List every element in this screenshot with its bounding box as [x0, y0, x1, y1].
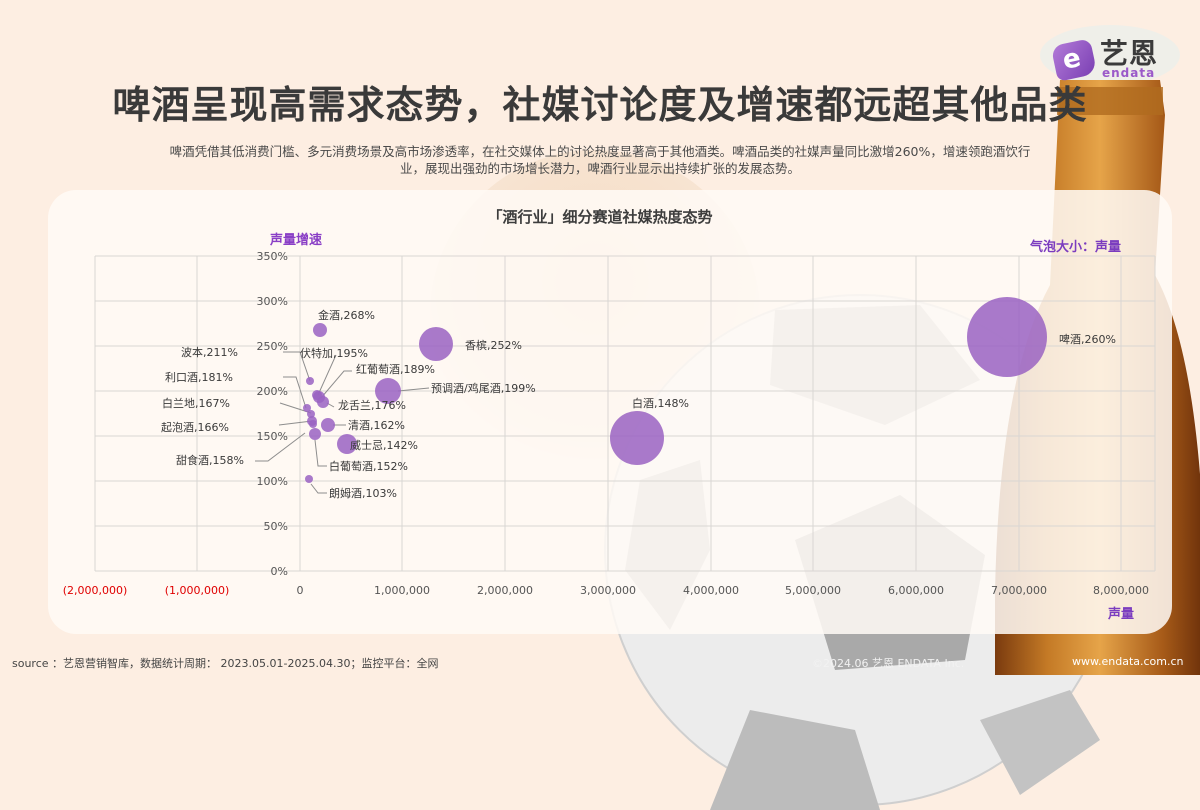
bubble-label: 啤酒,260%: [1059, 332, 1116, 346]
bubble-label: 金酒,268%: [318, 308, 375, 322]
bubble-label: 甜食酒,158%: [176, 453, 244, 467]
chart-title: 「酒行业」细分赛道社媒热度态势: [487, 208, 713, 226]
bubble-label: 威士忌,142%: [350, 439, 418, 452]
bubble-label: 白酒,148%: [632, 396, 689, 410]
leader-line: [310, 483, 327, 494]
bubble-label: 香槟,252%: [465, 338, 522, 352]
x-tick-label: 4,000,000: [683, 584, 739, 597]
x-tick-label: 7,000,000: [991, 584, 1047, 597]
bubbles: [303, 297, 1047, 483]
x-axis-label: 声量: [1108, 607, 1135, 622]
leader-line: [317, 354, 337, 396]
y-axis-ticks: 0% 50% 100% 150% 200% 250% 300% 350%: [257, 250, 288, 578]
x-tick-label: (1,000,000): [165, 584, 230, 597]
bubble-威士忌[interactable]: [337, 434, 357, 454]
endata-logo: e 艺恩 endata: [1050, 30, 1180, 85]
bubble-白酒[interactable]: [610, 411, 664, 465]
subtitle-line-2: 业，展现出强劲的市场增长潜力，啤酒行业显示出持续扩张的发展态势。: [399, 161, 800, 176]
bubble-朗姆酒[interactable]: [305, 475, 313, 483]
x-tick-label: 6,000,000: [888, 584, 944, 597]
website-link[interactable]: www.endata.com.cn: [1072, 655, 1184, 668]
bubble-label: 白兰地,167%: [162, 396, 230, 410]
bubble-预调酒/鸡尾酒[interactable]: [375, 378, 401, 404]
chart-grid: [94, 255, 1156, 572]
y-tick-label: 200%: [257, 385, 288, 398]
x-tick-label: 0: [297, 584, 304, 597]
x-tick-label: 8,000,000: [1093, 584, 1149, 597]
bubble-香槟[interactable]: [419, 327, 453, 361]
leader-line: [255, 432, 306, 462]
y-tick-label: 50%: [264, 520, 288, 533]
bubble-利口酒[interactable]: [303, 404, 311, 412]
logo-text-cn: 艺恩: [1100, 37, 1159, 70]
bubble-白兰地[interactable]: [307, 410, 315, 418]
subtitle-line-1: 啤酒凭借其低消费门槛、多元消费场景及高市场渗透率，在社交媒体上的讨论热度显著高于…: [169, 144, 1031, 159]
x-axis-ticks: (2,000,000) (1,000,000) 0 1,000,000 2,000,00…: [63, 584, 1149, 597]
bubble-label: 利口酒,181%: [165, 371, 233, 384]
bubble-label: 朗姆酒,103%: [329, 486, 397, 500]
leader-line: [283, 376, 307, 409]
leader-line: [314, 439, 327, 467]
bubble-label: 预调酒/鸡尾酒,199%: [431, 381, 536, 395]
bubble-label: 龙舌兰,176%: [338, 399, 406, 412]
x-tick-label: (2,000,000): [63, 584, 128, 597]
bubble-波本[interactable]: [306, 377, 314, 385]
leader-line: [283, 351, 311, 382]
bubble-label: 红葡萄酒,189%: [356, 363, 435, 376]
y-tick-label: 100%: [257, 475, 288, 488]
leader-line: [397, 387, 430, 392]
y-tick-label: 250%: [257, 340, 288, 353]
leader-line: [278, 420, 313, 426]
y-tick-label: 300%: [257, 295, 288, 308]
chart-panel: [48, 190, 1172, 634]
bubble-伏特加[interactable]: [312, 390, 322, 400]
y-axis-label: 声量增速: [270, 233, 323, 248]
bubble-label: 波本,211%: [181, 345, 238, 359]
bubble-label: 起泡酒,166%: [161, 420, 229, 434]
data-labels: 啤酒,260% 白酒,148% 香槟,252% 预调酒/鸡尾酒,199% 威士忌,142…: [161, 308, 1116, 500]
x-tick-label: 5,000,000: [785, 584, 841, 597]
bubble-label: 清酒,162%: [348, 419, 405, 432]
x-tick-label: 2,000,000: [477, 584, 533, 597]
bubble-size-note: 气泡大小：声量: [1030, 240, 1122, 255]
bubble-白葡萄酒[interactable]: [309, 428, 321, 440]
bubble-金酒[interactable]: [313, 323, 327, 337]
x-tick-label: 3,000,000: [580, 584, 636, 597]
y-tick-label: 350%: [257, 250, 288, 263]
leader-line: [320, 370, 352, 399]
copyright: ©2024.06 艺恩 ENDATA Inc.: [812, 657, 965, 670]
page-subtitle: 啤酒凭借其低消费门槛、多元消费场景及高市场渗透率，在社交媒体上的讨论热度显著高于…: [90, 143, 1110, 177]
bubble-label: 伏特加,195%: [300, 346, 368, 360]
y-tick-label: 150%: [257, 430, 288, 443]
bubble-label: 白葡萄酒,152%: [329, 459, 408, 473]
bubble-清酒[interactable]: [321, 418, 335, 432]
x-tick-label: 1,000,000: [374, 584, 430, 597]
bubble-chart: 0% 50% 100% 150% 200% 250% 300% 350% (2,000,000…: [63, 250, 1156, 597]
source-note: source ：艺恩营销智库，数据统计周期： 2023.05.01-2025.0…: [12, 657, 439, 670]
bubble-甜食酒[interactable]: [309, 420, 317, 428]
logo-text-en: endata: [1102, 66, 1156, 80]
bubble-啤酒[interactable]: [967, 297, 1047, 377]
y-tick-label: 0%: [271, 565, 288, 578]
page-title: 啤酒呈现高需求态势，社媒讨论度及增速都远超其他品类: [112, 83, 1088, 127]
